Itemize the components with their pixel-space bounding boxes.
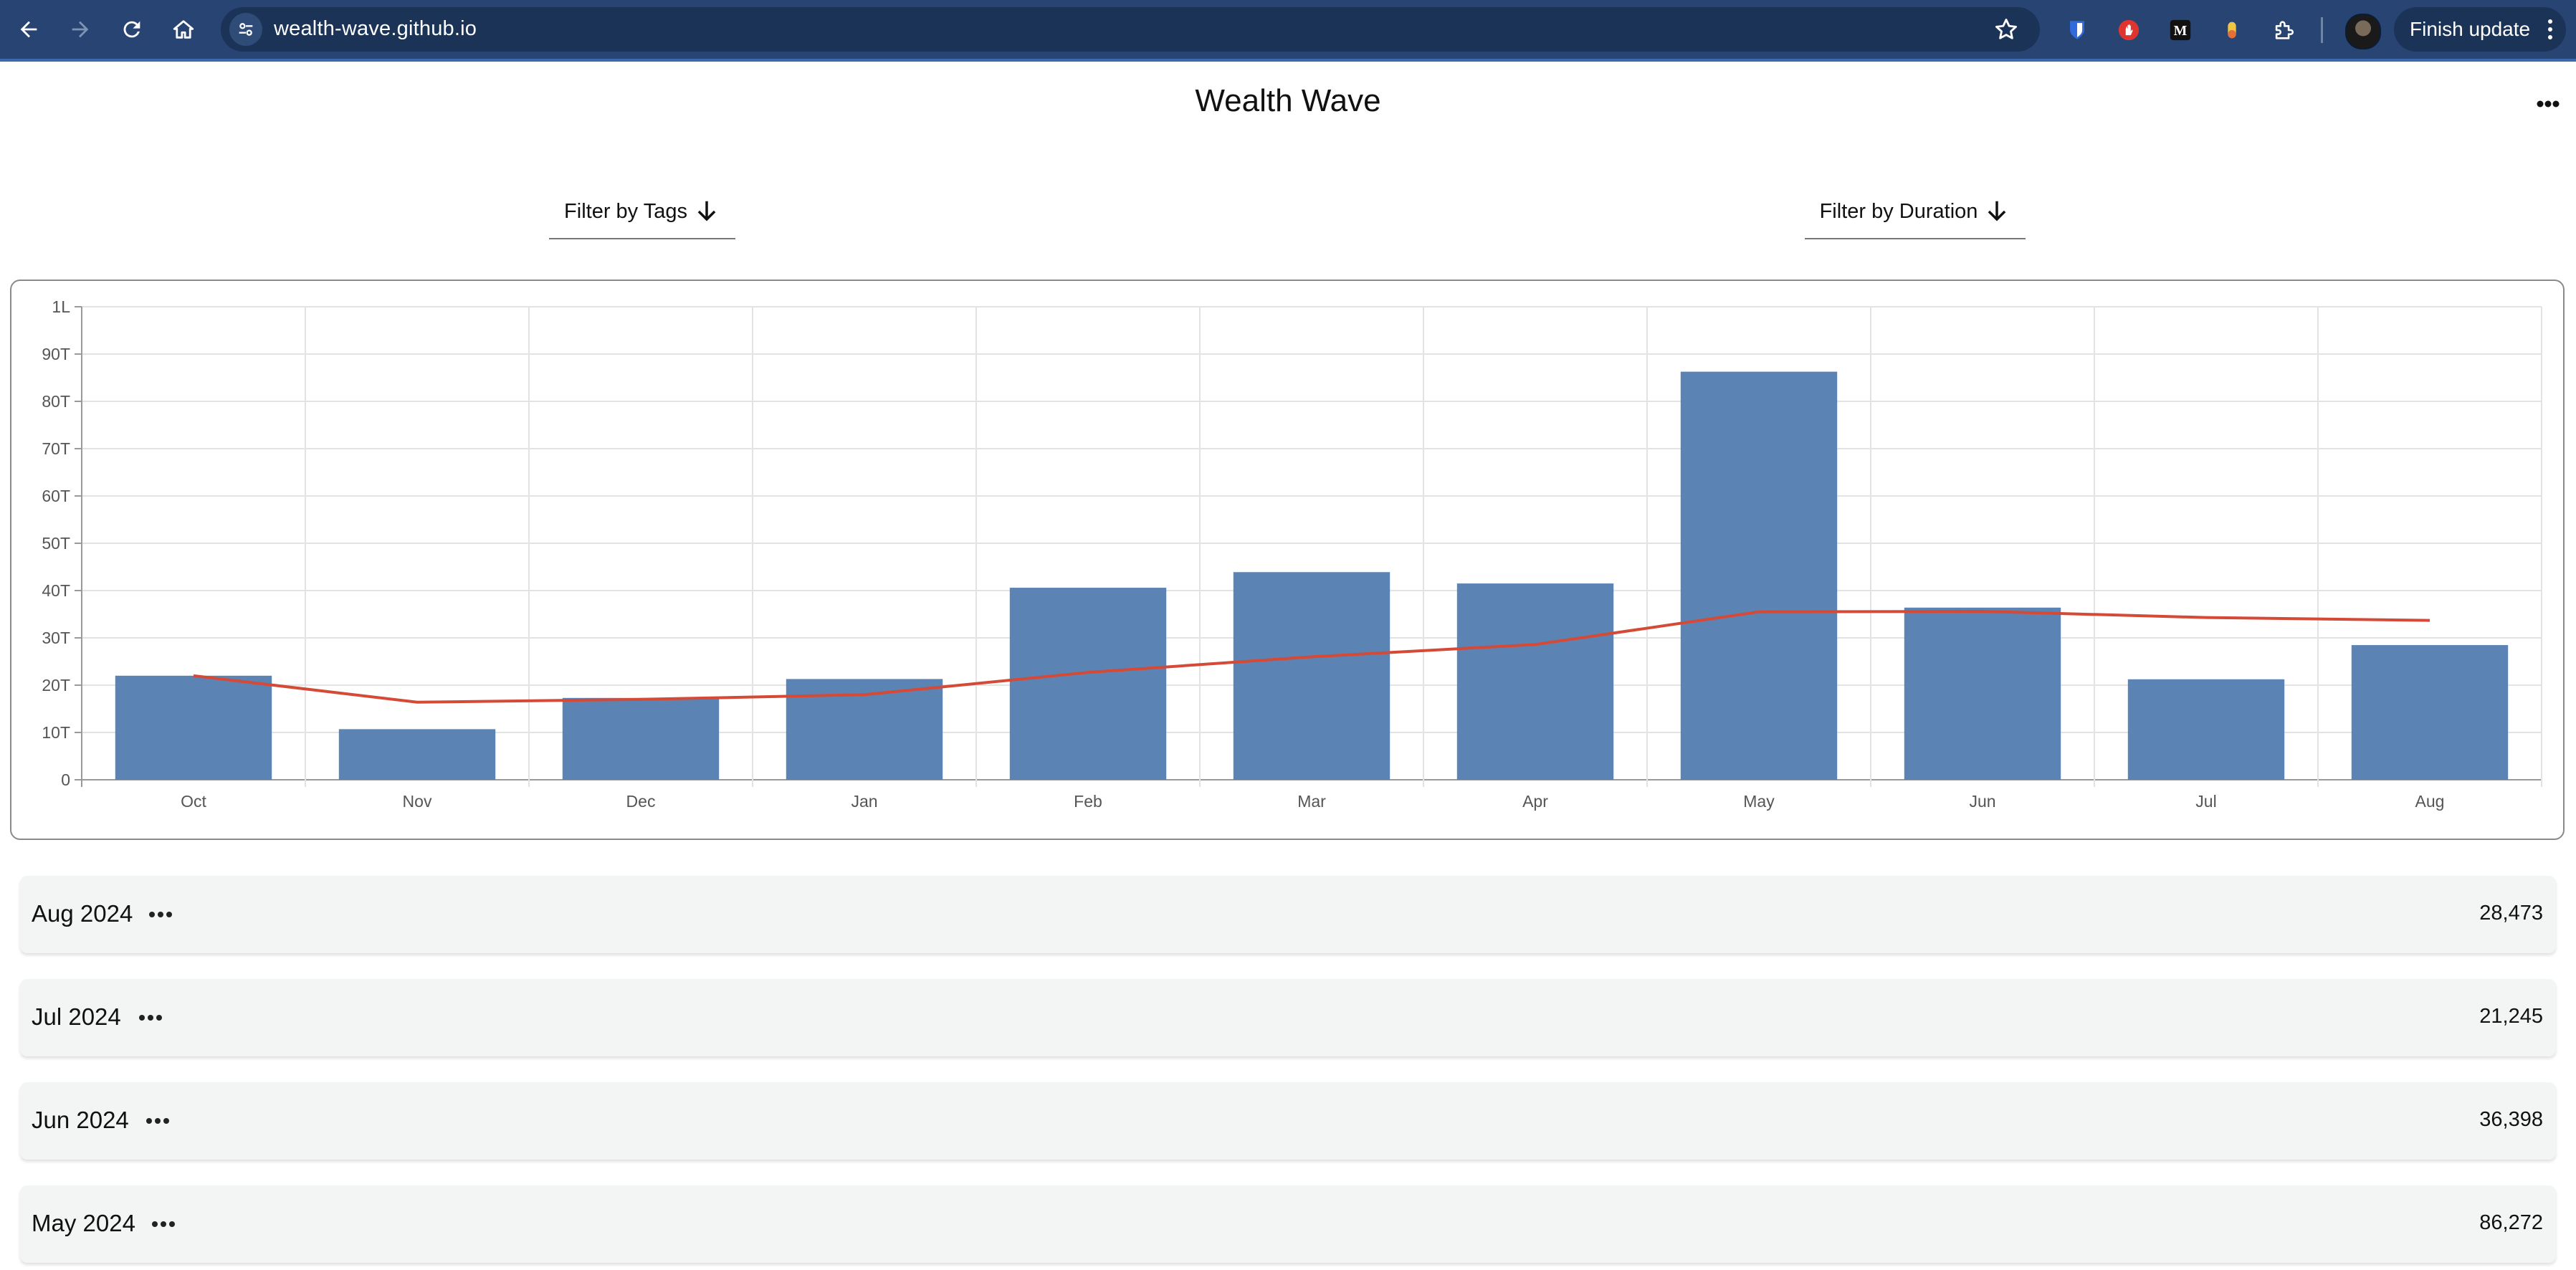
back-button[interactable]: [10, 11, 47, 48]
y-tick-label: 30T: [42, 629, 70, 647]
x-tick-label: Feb: [1074, 792, 1102, 811]
bitwarden-extension-icon[interactable]: [2063, 16, 2091, 44]
chart-bar: [115, 675, 272, 780]
month-total: 21,245: [2479, 1005, 2543, 1028]
home-button[interactable]: [165, 11, 202, 48]
y-tick-label: 90T: [42, 345, 70, 363]
y-tick-label: 20T: [42, 676, 70, 694]
x-tick-label: Aug: [2415, 792, 2445, 811]
month-total: 36,398: [2479, 1108, 2543, 1131]
monthly-bar-line-chart: 0 10T 20T 30T 40T 50T 60T 70T 80T 90T 1L Oct Nov Dec J…: [42, 297, 2542, 811]
finish-update-button[interactable]: Finish update: [2394, 7, 2566, 52]
arrow-down-icon: [1988, 201, 2006, 221]
arrow-down-icon: [697, 201, 716, 221]
more-options-icon[interactable]: [2530, 93, 2566, 115]
y-tick-label: 40T: [42, 581, 70, 600]
chart-trend-line: [193, 610, 2430, 704]
more-options-icon[interactable]: [136, 1013, 165, 1022]
monthly-chart-card: 0 10T 20T 30T 40T 50T 60T 70T 80T 90T 1L Oct Nov Dec J…: [10, 280, 2565, 840]
forward-button[interactable]: [62, 11, 99, 48]
month-row-jun-2024[interactable]: Jun 2024 36,398: [20, 1082, 2556, 1160]
x-tick-label: Apr: [1522, 792, 1548, 811]
more-options-icon[interactable]: [143, 1117, 172, 1125]
x-tick-label: Jan: [851, 792, 877, 811]
x-tick-label: Oct: [181, 792, 206, 811]
filter-by-tags-button[interactable]: Filter by Tags: [549, 185, 735, 239]
month-total: 28,473: [2479, 902, 2543, 925]
y-tick-label: 50T: [42, 534, 70, 553]
month-row-may-2024[interactable]: May 2024 86,272: [20, 1185, 2556, 1263]
filter-by-duration-button[interactable]: Filter by Duration: [1805, 185, 2026, 239]
month-label: Aug 2024: [32, 900, 133, 927]
medium-extension-icon[interactable]: M: [2166, 16, 2195, 44]
home-icon: [173, 20, 194, 39]
x-tick-label: May: [1743, 792, 1775, 811]
stop-hand-extension-icon[interactable]: [2114, 16, 2143, 44]
y-tick-label: 60T: [42, 487, 70, 505]
reload-icon: [123, 21, 140, 38]
filter-by-duration-label: Filter by Duration: [1819, 199, 1978, 223]
month-label: Jun 2024: [32, 1107, 129, 1133]
toolbar-divider: [2321, 17, 2323, 43]
y-tick-label: 1L: [52, 297, 70, 316]
month-label: May 2024: [32, 1210, 135, 1236]
tune-icon: [239, 23, 253, 36]
more-options-icon[interactable]: [146, 910, 175, 919]
chart-bar: [1904, 607, 2061, 780]
chart-bar: [338, 729, 496, 780]
finish-update-label: Finish update: [2410, 18, 2531, 40]
back-arrow-icon: [20, 21, 37, 38]
month-label: Jul 2024: [32, 1003, 121, 1030]
pill-extension-icon[interactable]: [2218, 16, 2246, 44]
url-text[interactable]: wealth-wave.github.io: [274, 17, 477, 40]
reload-button[interactable]: [113, 11, 151, 48]
address-bar[interactable]: wealth-wave.github.io: [221, 7, 2040, 52]
x-tick-label: Jul: [2195, 792, 2216, 811]
svg-text:M: M: [2174, 23, 2188, 39]
bookmark-star-icon[interactable]: [1993, 16, 2020, 43]
site-info-button[interactable]: [229, 13, 262, 46]
filter-by-tags-label: Filter by Tags: [564, 199, 687, 223]
y-tick-label: 10T: [42, 723, 70, 742]
chart-bar: [1456, 583, 1614, 780]
x-tick-label: Nov: [403, 792, 432, 811]
month-row-jul-2024[interactable]: Jul 2024 21,245: [20, 979, 2556, 1056]
chart-bar: [1680, 371, 1838, 780]
chart-bar: [2127, 679, 2285, 780]
forward-arrow-icon: [72, 21, 89, 38]
more-options-icon[interactable]: [149, 1220, 178, 1228]
chart-bar: [2351, 645, 2509, 780]
chart-bar: [1233, 572, 1390, 780]
y-tick-label: 70T: [42, 439, 70, 458]
y-tick-label: 80T: [42, 392, 70, 411]
profile-avatar[interactable]: [2345, 14, 2381, 49]
browser-toolbar: wealth-wave.github.io M Finish update: [0, 0, 2576, 62]
x-tick-label: Mar: [1297, 792, 1326, 811]
kebab-menu-icon: [2548, 19, 2552, 39]
page-title: Wealth Wave: [1195, 83, 1381, 118]
extensions-puzzle-icon[interactable]: [2269, 16, 2298, 44]
chart-bar: [562, 697, 720, 780]
x-tick-label: Dec: [626, 792, 656, 811]
chart-bar: [1009, 588, 1167, 780]
month-total: 86,272: [2479, 1211, 2543, 1234]
month-row-aug-2024[interactable]: Aug 2024 28,473: [20, 876, 2556, 953]
y-tick-label: 0: [61, 770, 70, 789]
x-tick-label: Jun: [1969, 792, 1995, 811]
